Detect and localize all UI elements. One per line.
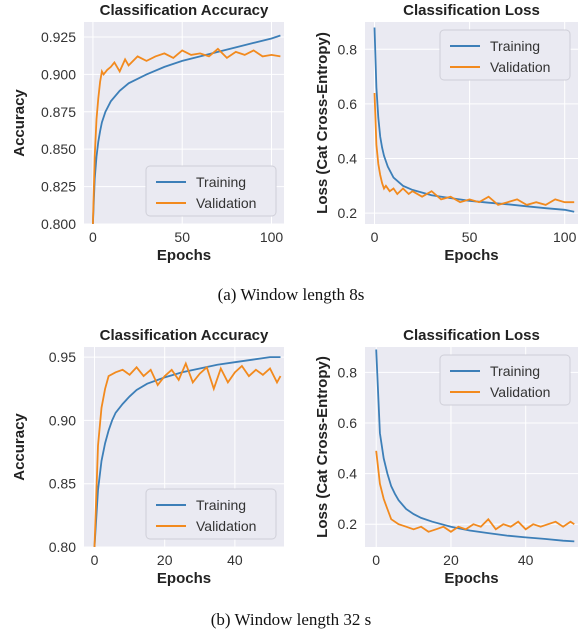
legend-label: Training (490, 363, 540, 379)
chart-2: 0.2 0.4 0.6 0.8 0 50 100 Classification Loss Epo… (314, 2, 578, 264)
x-tick-label: 100 (260, 229, 284, 245)
y-axis-label: Accuracy (11, 413, 28, 481)
y-tick-label: 0.4 (338, 466, 358, 482)
x-tick-label: 100 (553, 229, 577, 245)
x-axis-label: Epochs (157, 570, 211, 587)
legend-label: Validation (196, 195, 256, 211)
series-line-training (373, 27, 575, 213)
x-tick-label: 0 (372, 552, 380, 568)
y-tick-label: 0.2 (338, 205, 358, 221)
x-axis-label: Epochs (444, 570, 498, 587)
chart-title: Classification Accuracy (100, 2, 269, 19)
legend-label: Validation (490, 384, 550, 400)
legend-label: Training (490, 38, 540, 54)
caption-a: (a) Window length 8s (217, 285, 365, 304)
x-tick-label: 50 (174, 229, 190, 245)
chart-4: 0.2 0.4 0.6 0.8 0 20 40 Classification Loss Epoc… (314, 327, 578, 587)
y-tick-label: 0.850 (41, 141, 76, 157)
series-line-validation (375, 450, 575, 533)
x-tick-label: 20 (157, 552, 173, 568)
x-tick-label: 0 (371, 229, 379, 245)
series-line-validation (373, 92, 575, 206)
y-tick-label: 0.4 (338, 150, 358, 166)
legend: Training Validation (439, 354, 571, 406)
y-tick-label: 0.8 (338, 41, 358, 57)
x-tick-label: 50 (462, 229, 478, 245)
y-tick-label: 0.8 (338, 364, 358, 380)
y-tick-label: 0.875 (41, 104, 76, 120)
x-tick-label: 20 (443, 552, 459, 568)
x-tick-label: 40 (518, 552, 534, 568)
y-tick-label: 0.800 (41, 216, 76, 232)
legend: Training Validation (145, 165, 277, 217)
y-tick-label: 0.6 (338, 96, 358, 112)
legend-label: Validation (490, 59, 550, 75)
series-line-validation (93, 361, 282, 547)
x-tick-label: 40 (227, 552, 243, 568)
series-line-training (93, 356, 281, 547)
legend-label: Training (196, 497, 246, 513)
chart-3: 0.80 0.85 0.90 0.95 0 20 40 Classification Accu… (11, 327, 284, 587)
y-tick-label: 0.6 (338, 415, 358, 431)
legend: Training Validation (145, 488, 277, 540)
y-tick-label: 0.80 (49, 539, 76, 555)
chart-title: Classification Loss (403, 327, 540, 344)
series-line-training (375, 349, 575, 543)
y-tick-label: 0.925 (41, 29, 76, 45)
chart-title: Classification Accuracy (100, 327, 269, 344)
chart-title: Classification Loss (403, 2, 540, 19)
series-line-validation (92, 47, 281, 224)
y-tick-label: 0.2 (338, 516, 358, 532)
legend: Training Validation (439, 29, 571, 81)
legend-label: Validation (196, 518, 256, 534)
caption-b: (b) Window length 32 s (210, 610, 372, 629)
y-tick-label: 0.85 (49, 476, 76, 492)
y-tick-label: 0.90 (49, 412, 76, 428)
y-tick-label: 0.95 (49, 349, 76, 365)
y-tick-label: 0.900 (41, 66, 76, 82)
legend-label: Training (196, 174, 246, 190)
y-axis-label: Loss (Cat Cross-Entropy) (314, 356, 331, 538)
series-line-training (92, 34, 281, 224)
y-axis-label: Accuracy (11, 89, 28, 157)
x-tick-label: 0 (91, 552, 99, 568)
x-tick-label: 0 (89, 229, 97, 245)
chart-1: 0.800 0.825 0.850 0.875 0.900 0.925 0 50 100 Clas… (11, 2, 284, 264)
x-axis-label: Epochs (444, 247, 498, 264)
y-axis-label: Loss (Cat Cross-Entropy) (314, 32, 331, 214)
y-tick-label: 0.825 (41, 179, 76, 195)
x-axis-label: Epochs (157, 247, 211, 264)
